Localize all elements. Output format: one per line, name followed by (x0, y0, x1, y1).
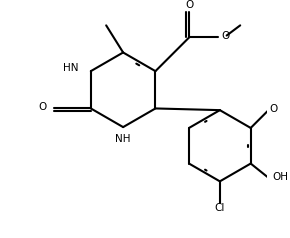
Text: NH: NH (115, 134, 131, 144)
Text: O: O (222, 30, 230, 40)
Text: O: O (269, 104, 278, 114)
Text: O: O (39, 102, 47, 112)
Text: Cl: Cl (215, 203, 225, 213)
Text: HN: HN (64, 63, 79, 73)
Text: OH: OH (273, 172, 289, 182)
Text: O: O (185, 0, 193, 10)
